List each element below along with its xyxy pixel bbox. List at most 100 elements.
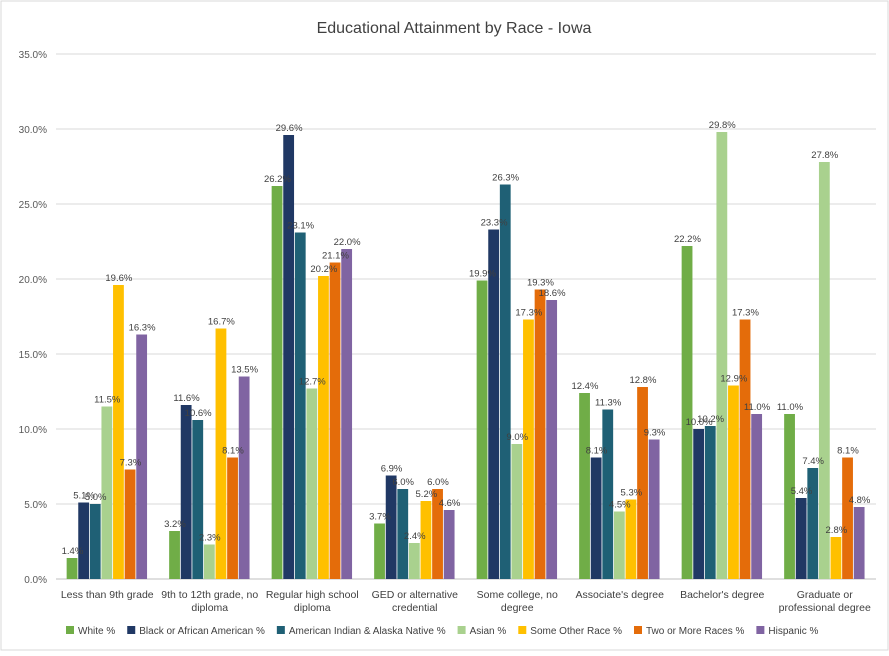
x-category-label: Some college, no degree xyxy=(477,589,558,614)
bar xyxy=(739,319,751,579)
data-label: 19.6% xyxy=(105,273,132,284)
data-label: 11.5% xyxy=(94,395,121,406)
x-category-label: GED or alternative credential xyxy=(372,589,459,614)
bar xyxy=(637,387,648,579)
data-label: 23.1% xyxy=(287,221,314,232)
y-tick-label: 15.0% xyxy=(19,350,47,361)
data-label: 5.4% xyxy=(791,486,813,497)
bar xyxy=(294,232,306,579)
bar xyxy=(136,334,148,579)
bar xyxy=(499,184,511,579)
data-label: 12.9% xyxy=(720,374,747,385)
x-category-label: 9th to 12th grade, no diploma xyxy=(161,589,258,614)
bar xyxy=(192,420,204,579)
bar xyxy=(203,544,215,579)
bar xyxy=(523,319,534,579)
legend-swatch xyxy=(756,626,765,634)
bar xyxy=(602,409,614,579)
y-tick-label: 20.0% xyxy=(19,275,47,286)
data-label: 2.8% xyxy=(826,525,848,536)
data-label: 18.6% xyxy=(539,288,566,299)
bar xyxy=(227,457,238,579)
bar xyxy=(728,385,739,579)
data-label: 9.0% xyxy=(506,432,528,443)
y-axis-tick-labels: 0.0% 5.0% 10.0% 15.0% 20.0% 25.0% 30.0% 35.0% xyxy=(19,50,47,586)
data-label: 19.9% xyxy=(469,269,496,280)
bar xyxy=(807,468,819,579)
data-label: 26.2% xyxy=(264,174,291,185)
x-category-label: Graduate or professional degree xyxy=(779,589,871,614)
bar xyxy=(215,328,227,579)
legend-entry: White % xyxy=(78,626,115,637)
legend-swatch xyxy=(66,626,74,634)
bar xyxy=(784,414,795,579)
data-label: 13.5% xyxy=(231,365,258,376)
bar xyxy=(830,537,842,579)
bar xyxy=(341,249,353,579)
data-label: 12.7% xyxy=(299,377,326,388)
y-tick-label: 10.0% xyxy=(19,425,47,436)
data-label: 17.3% xyxy=(515,308,542,319)
bar xyxy=(420,501,432,579)
data-label: 1.4% xyxy=(62,546,84,557)
data-label: 4.5% xyxy=(609,500,631,511)
bar xyxy=(283,135,295,579)
legend: White % Black or African American % Americ… xyxy=(66,626,819,637)
data-label: 8.1% xyxy=(222,446,244,457)
bar xyxy=(385,475,397,579)
x-category-label: Regular high school diploma xyxy=(266,589,359,614)
x-category-label: Less than 9th grade xyxy=(61,589,154,601)
legend-entry: Some Other Race % xyxy=(530,626,622,637)
bar xyxy=(329,262,341,579)
data-label: 17.3% xyxy=(732,308,759,319)
y-tick-label: 25.0% xyxy=(19,200,47,211)
data-label: 5.3% xyxy=(621,488,643,499)
legend-entry: Two or More Races % xyxy=(646,626,744,637)
data-labels: 1.4% 5.1%5.0% 11.5% 19.6% 7.3% 16.3% 3.2% 11.6%… xyxy=(62,120,871,557)
data-label: 4.8% xyxy=(849,495,871,506)
legend-swatch xyxy=(634,626,642,634)
bar xyxy=(124,469,136,579)
legend-swatch xyxy=(457,626,466,634)
bar xyxy=(101,406,113,579)
y-tick-label: 35.0% xyxy=(19,50,47,61)
data-label: 16.7% xyxy=(208,317,235,328)
y-tick-label: 30.0% xyxy=(19,125,47,136)
bar xyxy=(648,439,660,579)
bar xyxy=(546,300,558,579)
bar xyxy=(374,523,385,579)
legend-swatch xyxy=(518,626,527,634)
x-category-label: Bachelor's degree xyxy=(680,589,764,601)
data-label: 6.0% xyxy=(392,477,414,488)
bar xyxy=(590,457,602,579)
x-category-label: Associate's degree xyxy=(576,589,665,601)
data-label: 11.6% xyxy=(173,393,200,404)
y-tick-label: 5.0% xyxy=(24,500,47,511)
bar xyxy=(842,457,853,579)
data-label: 11.0% xyxy=(777,402,804,413)
data-label: 3.7% xyxy=(369,512,391,523)
bar xyxy=(693,429,705,579)
bar xyxy=(476,280,488,579)
legend-entry: Hispanic % xyxy=(768,626,818,637)
bar xyxy=(169,531,180,579)
bar xyxy=(795,498,807,579)
bar xyxy=(613,511,625,579)
bar xyxy=(681,246,693,579)
bar xyxy=(716,132,728,579)
bar xyxy=(238,376,250,579)
data-label: 27.8% xyxy=(811,150,838,161)
bar xyxy=(818,162,830,579)
legend-swatch xyxy=(127,626,136,634)
x-axis-category-labels: Less than 9th grade 9th to 12th grade, no… xyxy=(61,589,871,614)
y-tick-label: 0.0% xyxy=(24,575,47,586)
data-label: 23.3% xyxy=(481,218,508,229)
data-label: 7.4% xyxy=(802,456,824,467)
data-label: 5.1% xyxy=(73,491,95,502)
data-label: 6.0% xyxy=(427,477,449,488)
bar xyxy=(66,558,78,579)
data-label: 10.0% xyxy=(686,417,713,428)
data-label: 2.3% xyxy=(199,533,221,544)
